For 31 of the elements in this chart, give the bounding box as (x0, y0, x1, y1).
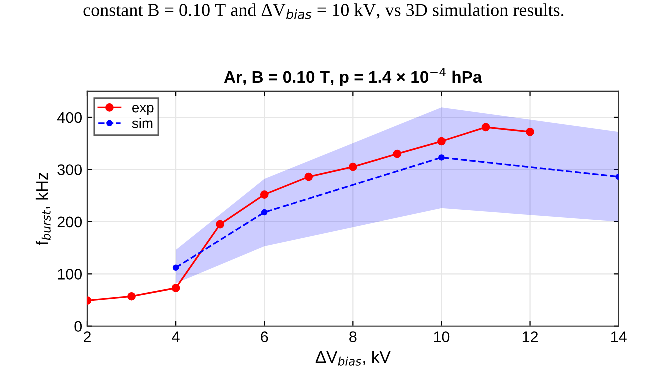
point (172, 284, 180, 292)
legend-label: sim (132, 118, 153, 128)
y-tick-label: 0 (74, 321, 82, 332)
point (304, 172, 314, 182)
point (348, 162, 358, 172)
point (261, 209, 268, 216)
x-tick-label: 8 (350, 332, 357, 342)
point (172, 264, 180, 272)
y-tick-label: 100 (58, 269, 82, 280)
y-tick-label: 400 (57, 112, 82, 124)
legend-label: exp (132, 105, 154, 116)
chart-title: Ar, B = 0.10 T, p = 1.4 × 10$^{−4}$ hPa (224, 68, 482, 86)
point (216, 220, 224, 229)
x-tick-label: 12 (522, 332, 538, 342)
x-tick-label: 4 (172, 332, 180, 342)
x-tick-label: 6 (261, 332, 268, 342)
point (128, 292, 136, 301)
point (438, 154, 445, 161)
point (393, 150, 402, 158)
point (438, 137, 446, 146)
point (482, 123, 490, 132)
y-tick-label: 200 (58, 216, 82, 228)
y-axis-title: f$_{burst}$, kHz (36, 173, 51, 246)
point (260, 190, 269, 199)
x-tick-label: 14 (612, 332, 627, 342)
y-tick-label: 300 (58, 164, 82, 176)
x-tick-label: 2 (84, 332, 91, 342)
x-tick-label: 10 (434, 332, 450, 342)
text: constant B = 0.10 T and ΔV$_{bias}$ = 10 kV, vs 3D simulation results. (84, 4, 564, 20)
x-axis-title: ΔV$_{bias}$, kV (316, 350, 391, 366)
point (526, 128, 534, 136)
